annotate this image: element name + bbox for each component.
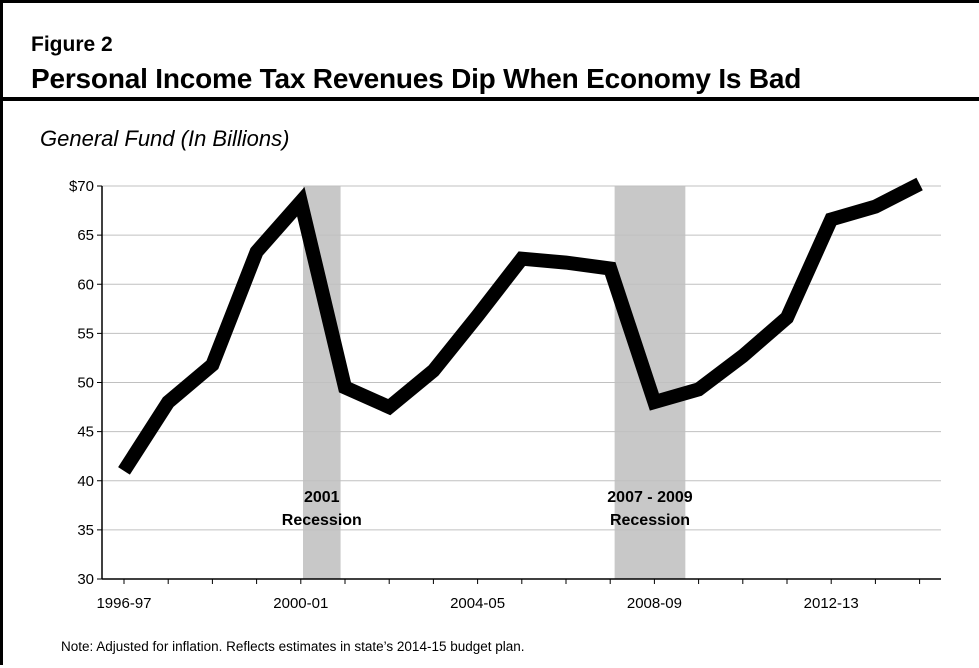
y-tick-label: 35 [77, 522, 94, 539]
chart-note: Note: Adjusted for inflation. Reflects e… [61, 639, 525, 654]
x-tick-label: 1996-97 [96, 595, 151, 612]
y-tick-label: $70 [69, 178, 94, 195]
y-tick-label: 55 [77, 325, 94, 342]
y-tick-label: 30 [77, 571, 94, 588]
x-tick-label: 2012-13 [804, 595, 859, 612]
y-tick-label: 40 [77, 473, 94, 490]
recession-label: Recession [282, 512, 362, 529]
figure-header: Figure 2 Personal Income Tax Revenues Di… [3, 3, 979, 101]
line-chart: 30 35 40 45 50 55 60 65 $70 1996-97 2000-01 2004-05… [69, 177, 941, 612]
x-tick-label: 2004-05 [450, 595, 505, 612]
x-tick-label: 2000-01 [273, 595, 328, 612]
y-tick-label: 65 [77, 227, 94, 244]
y-tick-label: 45 [77, 424, 94, 441]
y-tick-label: 50 [77, 375, 94, 392]
series-line [118, 177, 923, 475]
recession-label: Recession [610, 512, 690, 529]
figure-label: Figure 2 [31, 33, 113, 56]
recession-label: 2007 - 2009 [607, 489, 693, 506]
chart-subtitle: General Fund (In Billions) [40, 126, 290, 151]
figure-title: Personal Income Tax Revenues Dip When Ec… [31, 63, 802, 94]
recession-label: 2001 [304, 489, 340, 506]
y-tick-label: 60 [77, 276, 94, 293]
x-tick-label: 2008-09 [627, 595, 682, 612]
